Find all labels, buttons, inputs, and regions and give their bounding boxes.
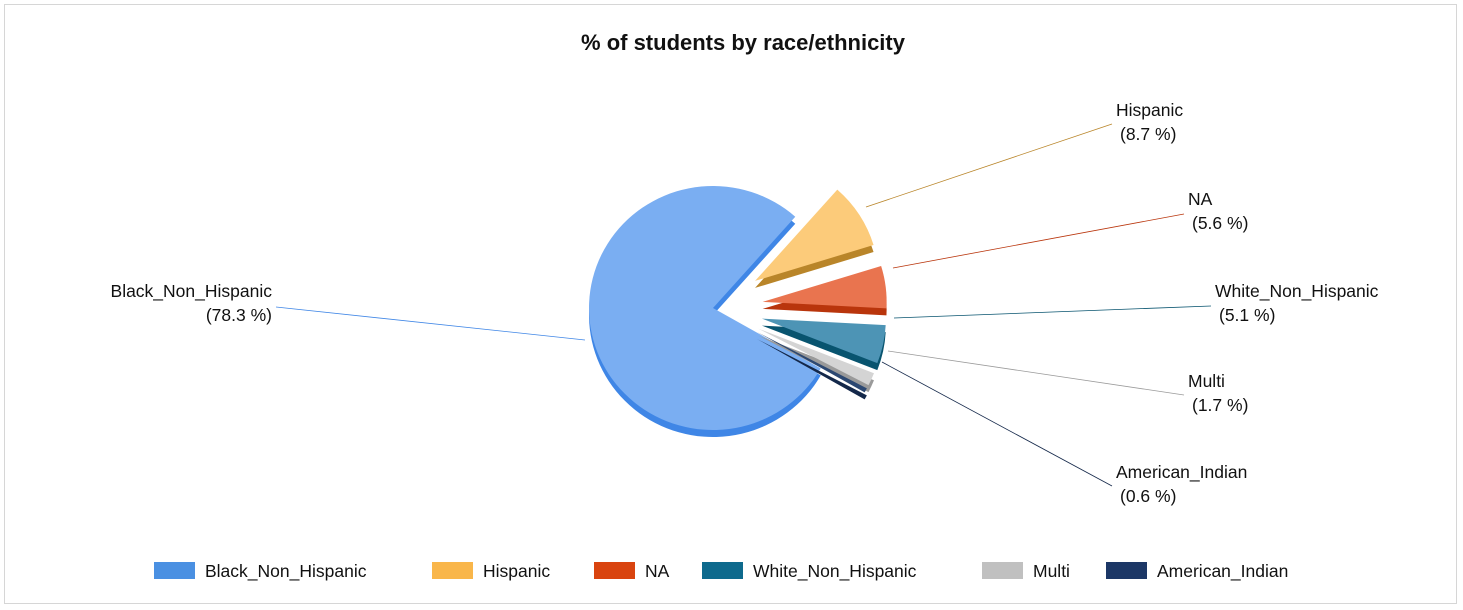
leader-line	[887, 350, 1185, 396]
leader-line	[881, 361, 1113, 487]
slice-label: Black_Non_Hispanic	[111, 281, 273, 302]
legend: Black_Non_Hispanic Hispanic NA White_Non_Hi…	[154, 561, 1288, 582]
pie-slice-top	[755, 189, 874, 281]
slice-value-label: (0.6 %)	[1120, 486, 1176, 506]
legend-swatch	[154, 562, 195, 579]
pie-slice-white-non-hispanic	[761, 318, 886, 371]
pie-slice-hispanic	[755, 189, 874, 288]
legend-swatch	[1106, 562, 1147, 579]
pie-slice-top	[589, 185, 821, 430]
slice-value-label: (8.7 %)	[1120, 124, 1176, 144]
legend-label: White_Non_Hispanic	[753, 561, 917, 582]
chart-title: % of students by race/ethnicity	[581, 30, 906, 55]
slice-labels: Black_Non_Hispanic (78.3 %) Hispanic (8.7 %…	[111, 100, 1379, 506]
legend-item-na: NA	[594, 561, 670, 581]
slice-value-label: (5.6 %)	[1192, 213, 1248, 233]
leader-lines	[275, 123, 1212, 487]
legend-swatch	[594, 562, 635, 579]
legend-item-multi: Multi	[982, 561, 1070, 581]
leader-line	[892, 213, 1185, 269]
slice-label: NA	[1188, 189, 1213, 209]
slice-value-label: (78.3 %)	[206, 305, 272, 325]
legend-label: NA	[645, 561, 670, 581]
pie-slice-top	[762, 265, 887, 309]
legend-item-hispanic: Hispanic	[432, 561, 550, 581]
legend-item-american-indian: American_Indian	[1106, 561, 1288, 582]
pie-slice-side	[756, 338, 867, 400]
chart-frame	[4, 4, 1457, 604]
pie-slice-american-indian	[756, 331, 867, 400]
pie-slice-black-non-hispanic	[589, 185, 821, 437]
leader-line	[275, 306, 586, 341]
legend-swatch	[982, 562, 1023, 579]
legend-label: American_Indian	[1157, 561, 1288, 582]
legend-item-white-non-hispanic: White_Non_Hispanic	[702, 561, 917, 582]
legend-swatch	[432, 562, 473, 579]
legend-label: Multi	[1033, 561, 1070, 581]
legend-swatch	[702, 562, 743, 579]
slice-label: Multi	[1188, 371, 1225, 391]
slice-label: American_Indian	[1116, 462, 1247, 483]
slice-label: Hispanic	[1116, 100, 1183, 120]
pie-slice-top	[758, 328, 874, 386]
slice-label: White_Non_Hispanic	[1215, 281, 1379, 302]
legend-label: Hispanic	[483, 561, 550, 581]
pie-slice-top	[761, 318, 886, 364]
pie-slices	[589, 185, 887, 437]
leader-line	[865, 123, 1113, 208]
slice-value-label: (5.1 %)	[1219, 305, 1275, 325]
leader-line	[893, 305, 1212, 319]
legend-item-black-non-hispanic: Black_Non_Hispanic	[154, 561, 367, 582]
slice-value-label: (1.7 %)	[1192, 395, 1248, 415]
pie-slice-top	[756, 331, 867, 393]
pie-slice-na	[762, 265, 887, 316]
legend-label: Black_Non_Hispanic	[205, 561, 367, 582]
